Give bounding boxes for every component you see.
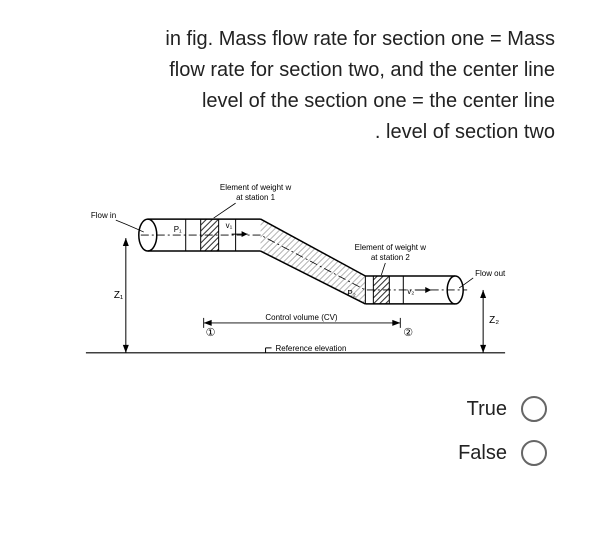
label-v1: v₁ xyxy=(226,221,233,230)
label-z1: Z₁ xyxy=(114,290,124,301)
option-false[interactable]: False xyxy=(458,440,547,466)
option-true[interactable]: True xyxy=(467,396,547,422)
diagram-svg: Reference elevation Z₁ Z₂ Flow in Flow o… xyxy=(36,168,555,368)
label-elem2: Element of weight w xyxy=(355,243,427,252)
label-v2: v₂ xyxy=(407,287,414,296)
label-flow-in: Flow in xyxy=(91,211,116,220)
label-p2: P₂ xyxy=(347,289,355,298)
option-true-label: True xyxy=(467,398,507,421)
q-line-2: flow rate for section two, and the cente… xyxy=(169,59,555,81)
label-flow-out: Flow out xyxy=(475,269,506,278)
q-line-1: in fig. Mass flow rate for section one =… xyxy=(165,28,555,50)
options-group: True False xyxy=(36,396,555,466)
label-z2: Z₂ xyxy=(489,315,499,326)
diagram: Reference elevation Z₁ Z₂ Flow in Flow o… xyxy=(36,168,555,368)
label-cv: Control volume (CV) xyxy=(265,313,338,322)
radio-icon xyxy=(521,396,547,422)
label-elem1: Element of weight w xyxy=(220,183,292,192)
label-reference: Reference elevation xyxy=(276,344,347,353)
q-line-4: . level of section two xyxy=(375,121,555,143)
q-line-3: level of the section one = the center li… xyxy=(202,90,555,112)
option-false-label: False xyxy=(458,442,507,465)
radio-icon xyxy=(521,440,547,466)
label-p1: P₁ xyxy=(174,225,182,234)
question-text: in fig. Mass flow rate for section one =… xyxy=(36,24,555,148)
label-c1: ① xyxy=(206,327,216,339)
label-c2: ② xyxy=(403,327,413,339)
label-elem2b: at station 2 xyxy=(371,253,411,262)
label-elem1b: at station 1 xyxy=(236,193,276,202)
